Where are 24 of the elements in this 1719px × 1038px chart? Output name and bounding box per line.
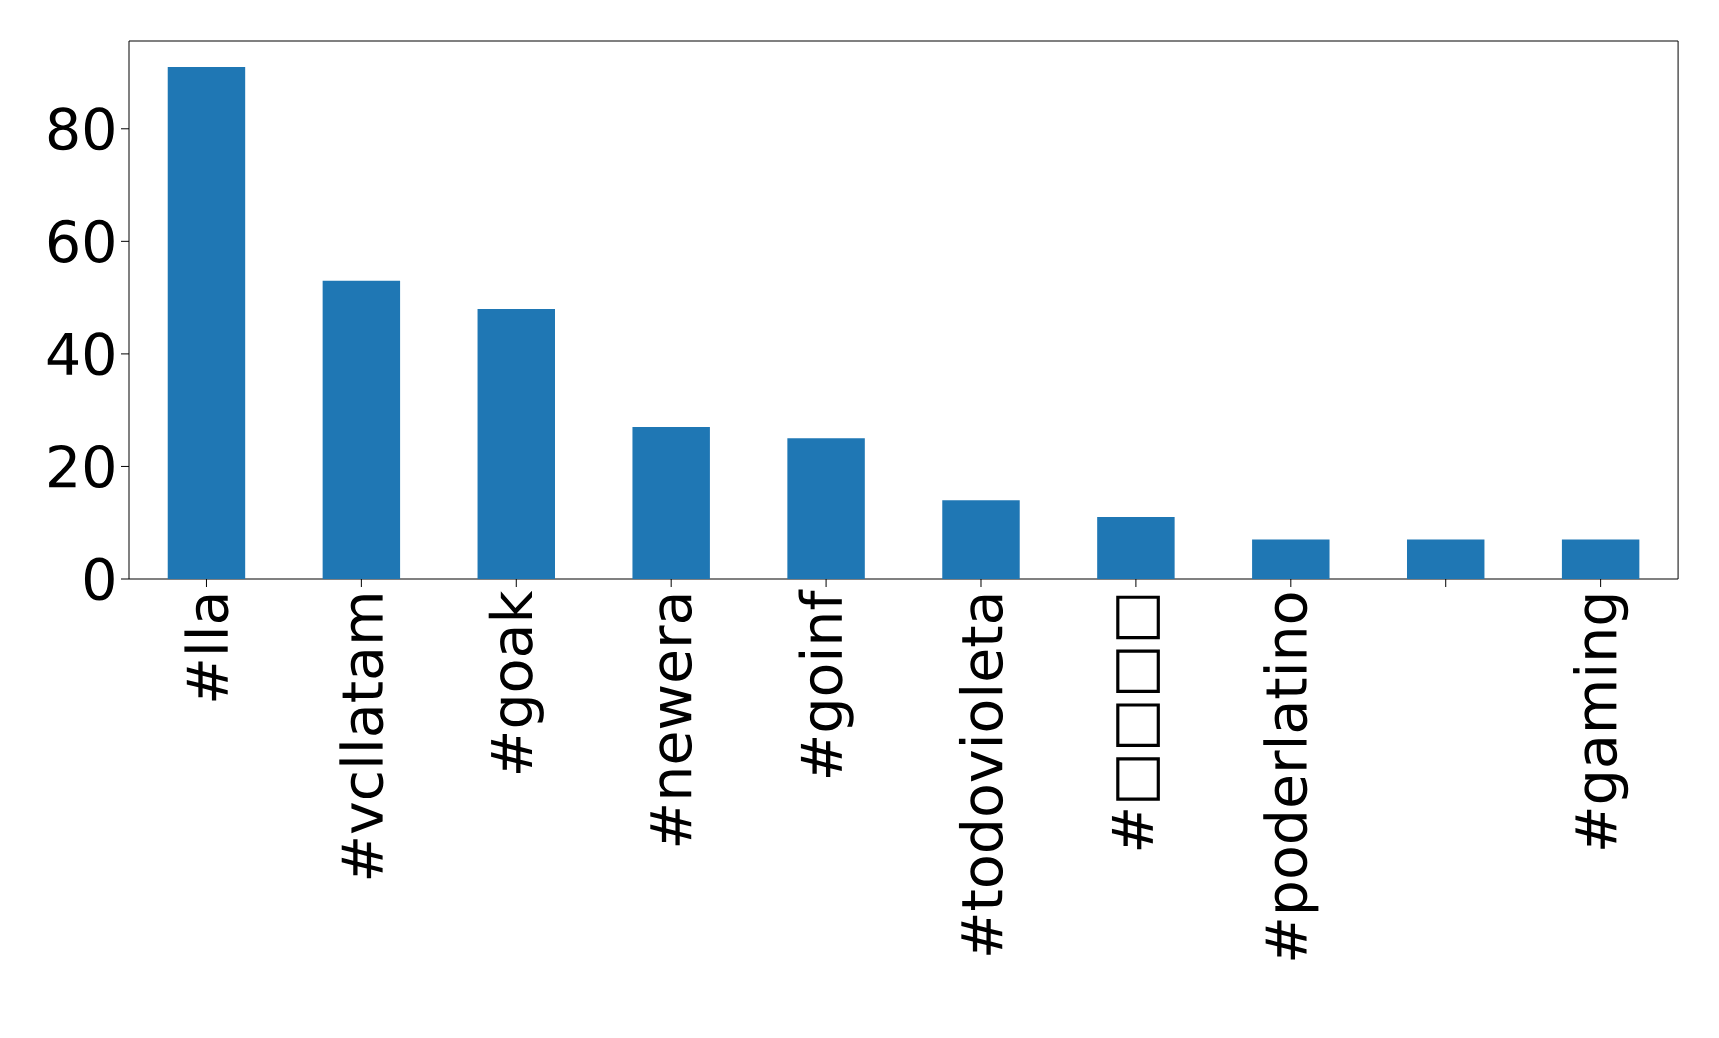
y-tick-label: 40: [47, 332, 114, 376]
x-tick-label: #gaming: [1573, 595, 1629, 849]
bar: [477, 308, 555, 579]
bar: [1252, 539, 1330, 579]
x-tick-label: #□□□□: [1111, 595, 1160, 850]
y-tick-label: 60: [48, 219, 114, 263]
x-tick-label: #newera: [650, 595, 693, 846]
bar: [787, 438, 865, 579]
x-tick-label: #poderlatino: [1263, 593, 1319, 960]
bar: [167, 66, 246, 579]
y-tick-label: 0: [84, 557, 114, 601]
bar: [1561, 539, 1640, 579]
bar: [632, 427, 710, 579]
x-tick-label: #goinf: [798, 589, 854, 777]
bar: [942, 500, 1020, 579]
x-tick-label: #vcllatam: [339, 595, 384, 879]
x-tick-label: #todovioleta: [958, 595, 1004, 955]
bar: [1406, 539, 1485, 579]
x-tick-label: #lla: [184, 595, 229, 701]
y-tick-label: 20: [49, 444, 114, 489]
bar: [1097, 517, 1175, 579]
bar: [322, 280, 401, 579]
y-tick-label: 80: [48, 107, 114, 151]
x-tick-label: #goak: [488, 590, 544, 773]
